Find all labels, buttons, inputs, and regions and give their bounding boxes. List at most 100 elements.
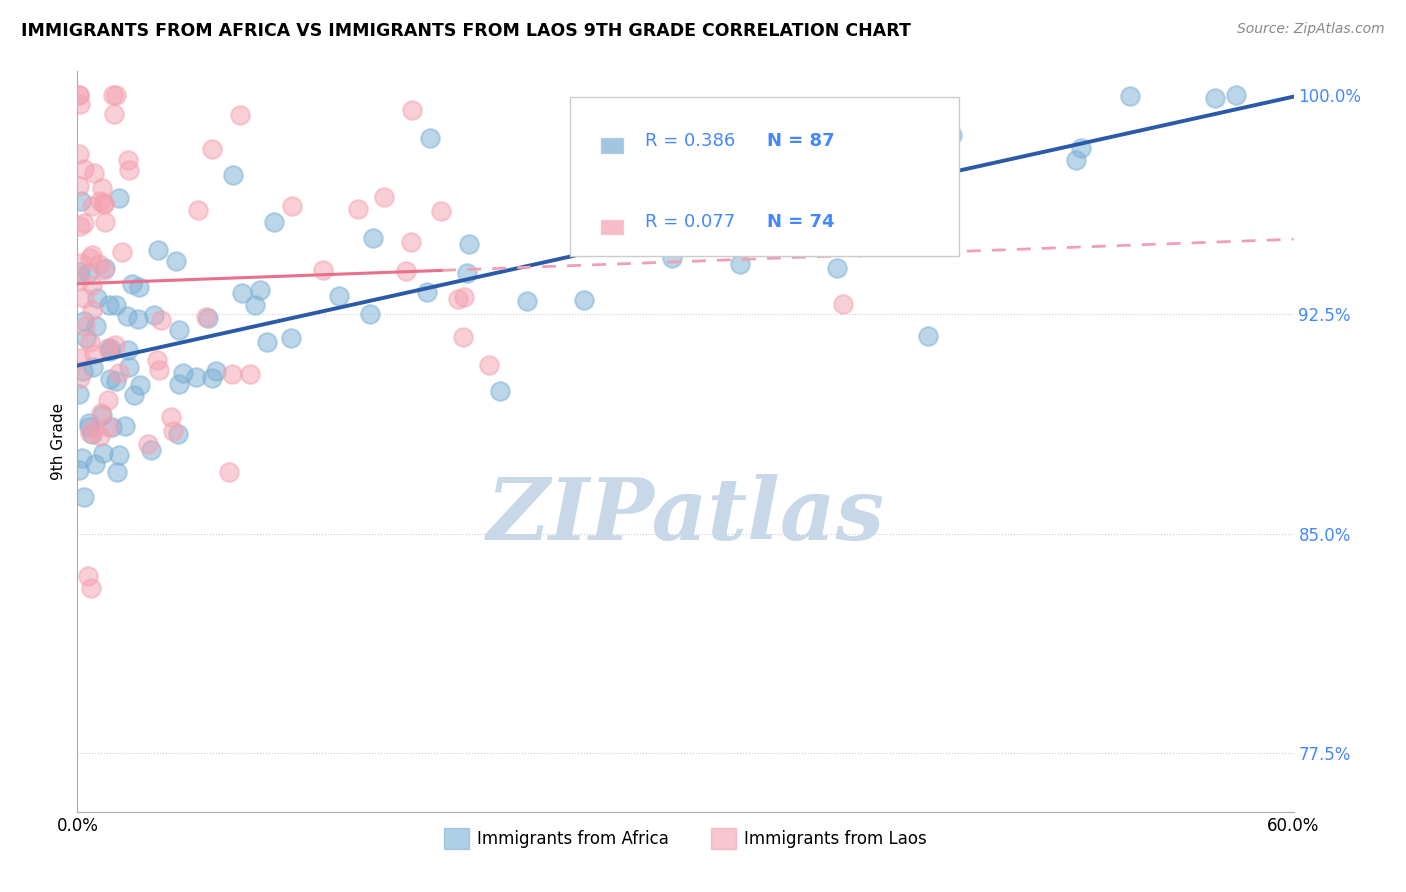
Point — [263, 214, 285, 228]
Point — [401, 103, 423, 117]
Point — [201, 371, 224, 385]
Point — [75, 330, 97, 344]
Point — [416, 285, 439, 299]
Point — [97, 298, 120, 312]
Point — [108, 191, 131, 205]
Point — [87, 257, 110, 271]
Point — [167, 376, 190, 391]
Point — [128, 378, 150, 392]
Text: N = 74: N = 74 — [766, 213, 834, 231]
Point — [201, 142, 224, 156]
Y-axis label: 9th Grade: 9th Grade — [51, 403, 66, 480]
Point — [136, 437, 159, 451]
Point — [165, 254, 187, 268]
Point — [67, 273, 90, 287]
Point — [920, 168, 942, 182]
Point — [139, 442, 162, 457]
Point — [89, 429, 111, 443]
Point — [166, 427, 188, 442]
Point — [162, 424, 184, 438]
Point — [914, 175, 936, 189]
Point — [67, 387, 90, 401]
Point — [1119, 88, 1142, 103]
Point — [832, 297, 855, 311]
Point — [72, 490, 94, 504]
Point — [815, 224, 838, 238]
Point — [73, 291, 96, 305]
Point — [110, 244, 132, 259]
Point — [105, 87, 128, 102]
Point — [93, 195, 115, 210]
Point — [184, 370, 207, 384]
Point — [1225, 87, 1247, 102]
Point — [453, 330, 475, 344]
Point — [77, 266, 100, 280]
Point — [93, 263, 115, 277]
Point — [361, 230, 384, 244]
Point — [827, 260, 849, 275]
Point — [661, 252, 683, 266]
Point — [118, 163, 141, 178]
Point — [86, 318, 108, 333]
Point — [82, 427, 104, 442]
FancyBboxPatch shape — [569, 97, 959, 257]
Point — [86, 291, 108, 305]
Point — [167, 323, 190, 337]
Point — [91, 446, 114, 460]
Point — [69, 370, 91, 384]
Point — [122, 388, 145, 402]
Point — [617, 202, 640, 216]
Point — [572, 293, 595, 308]
Point — [747, 149, 769, 163]
Point — [238, 368, 260, 382]
Point — [69, 351, 91, 366]
Point — [941, 128, 963, 143]
Point — [80, 199, 103, 213]
Point — [1066, 153, 1088, 167]
Text: Source: ZipAtlas.com: Source: ZipAtlas.com — [1237, 22, 1385, 37]
Text: N = 87: N = 87 — [766, 132, 835, 150]
Point — [280, 331, 302, 345]
Point — [394, 264, 416, 278]
Point — [489, 384, 512, 398]
Point — [172, 366, 194, 380]
Point — [108, 367, 131, 381]
Point — [197, 310, 219, 325]
Point — [328, 289, 350, 303]
Point — [222, 168, 245, 182]
Point — [69, 97, 91, 112]
Point — [69, 256, 91, 270]
Point — [80, 303, 103, 318]
Point — [105, 465, 128, 479]
Point — [187, 202, 209, 217]
Point — [458, 237, 481, 252]
Point — [67, 178, 90, 193]
Text: R = 0.386: R = 0.386 — [645, 132, 735, 150]
Point — [72, 364, 94, 378]
Point — [146, 244, 169, 258]
Point — [67, 87, 90, 102]
Point — [218, 466, 240, 480]
Point — [204, 364, 226, 378]
Point — [256, 334, 278, 349]
Point — [121, 277, 143, 292]
Point — [103, 107, 125, 121]
Point — [628, 205, 651, 219]
Point — [399, 235, 422, 250]
Point — [1070, 141, 1092, 155]
Point — [84, 458, 107, 472]
Point — [359, 307, 381, 321]
Point — [117, 153, 139, 167]
Point — [70, 450, 93, 465]
Point — [249, 283, 271, 297]
FancyBboxPatch shape — [600, 219, 624, 235]
Point — [98, 341, 121, 355]
Point — [83, 166, 105, 180]
Point — [90, 408, 112, 422]
Point — [453, 290, 475, 304]
Point — [69, 265, 91, 279]
Point — [77, 419, 100, 434]
Point — [1204, 91, 1226, 105]
Point — [150, 312, 173, 326]
FancyBboxPatch shape — [600, 137, 624, 153]
